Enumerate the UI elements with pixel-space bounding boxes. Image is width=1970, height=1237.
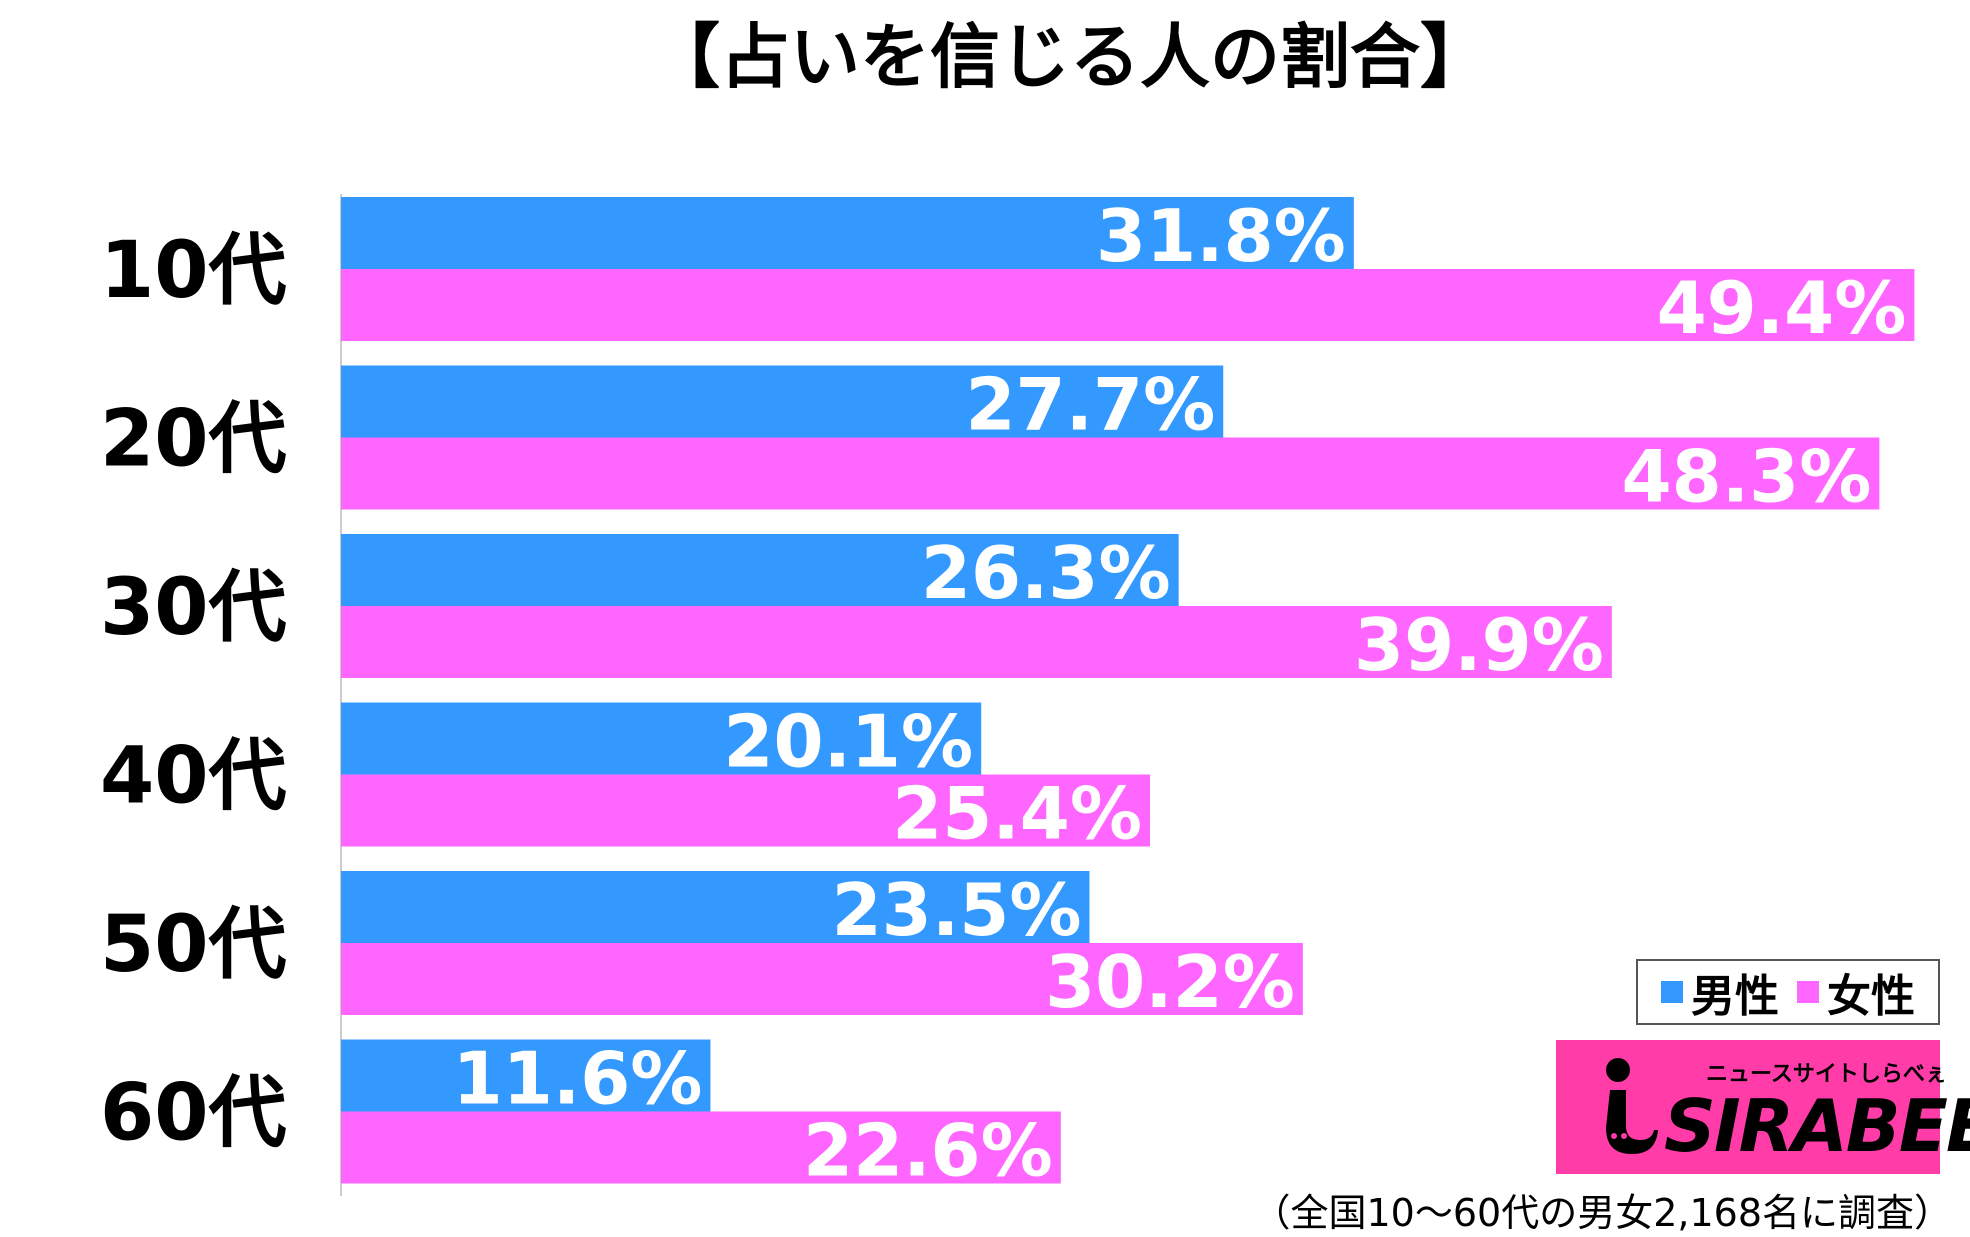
legend-label-female: 女性 bbox=[1827, 971, 1915, 1022]
bar-male bbox=[341, 365, 1224, 438]
data-label: 31.8% bbox=[1096, 194, 1346, 278]
bar-female bbox=[341, 606, 1612, 678]
data-label: 48.3% bbox=[1622, 435, 1872, 519]
bar-male bbox=[341, 871, 1090, 943]
data-label: 26.3% bbox=[921, 531, 1171, 615]
logo-tagline: ニュースサイトしらべぇ bbox=[1706, 1062, 1947, 1087]
data-label: 25.4% bbox=[892, 772, 1142, 856]
bar-male bbox=[341, 197, 1354, 269]
data-label: 23.5% bbox=[832, 868, 1082, 952]
category-label: 40代 bbox=[100, 732, 287, 822]
bar-male bbox=[341, 702, 982, 775]
bar-female bbox=[341, 774, 1150, 847]
bars-layer: 10代 31.8% 49.4% 20代 27.7% 48.3% 30代 26.3% 39.9% 4… bbox=[100, 194, 1915, 1193]
bar-male bbox=[341, 1039, 711, 1112]
data-label: 30.2% bbox=[1045, 940, 1295, 1024]
sirabee-logo: ニュースサイトしらべぇ SIRABEE bbox=[1556, 1040, 1970, 1174]
data-label: 11.6% bbox=[453, 1037, 703, 1121]
bar-male bbox=[341, 534, 1179, 606]
category-label: 10代 bbox=[100, 226, 287, 316]
bar-female bbox=[341, 269, 1915, 341]
bar-female bbox=[341, 437, 1880, 510]
legend-swatch-male bbox=[1661, 981, 1683, 1003]
data-label: 39.9% bbox=[1354, 603, 1604, 687]
data-label: 20.1% bbox=[723, 700, 973, 784]
category-label: 50代 bbox=[100, 900, 287, 990]
data-label: 27.7% bbox=[965, 363, 1215, 447]
category-label: 20代 bbox=[100, 395, 287, 485]
chart-title: 【占いを信じる人の割合】 bbox=[650, 16, 1490, 98]
category-label: 30代 bbox=[100, 563, 287, 653]
legend: 男性 女性 bbox=[1636, 959, 1940, 1025]
logo-name: SIRABEE bbox=[1664, 1084, 1970, 1168]
legend-item-female: 女性 bbox=[1797, 960, 1915, 1024]
source-note: （全国10～60代の男女2,168名に調査） bbox=[1252, 1191, 1953, 1235]
data-label: 22.6% bbox=[803, 1109, 1053, 1193]
category-label: 60代 bbox=[100, 1069, 287, 1159]
bar-female bbox=[341, 1111, 1061, 1184]
legend-item-male: 男性 bbox=[1661, 960, 1779, 1024]
legend-swatch-female bbox=[1797, 981, 1819, 1003]
bar-female bbox=[341, 943, 1303, 1015]
legend-label-male: 男性 bbox=[1691, 971, 1779, 1022]
data-label: 49.4% bbox=[1657, 266, 1907, 350]
sirabee-mark-icon bbox=[1606, 1058, 1658, 1154]
